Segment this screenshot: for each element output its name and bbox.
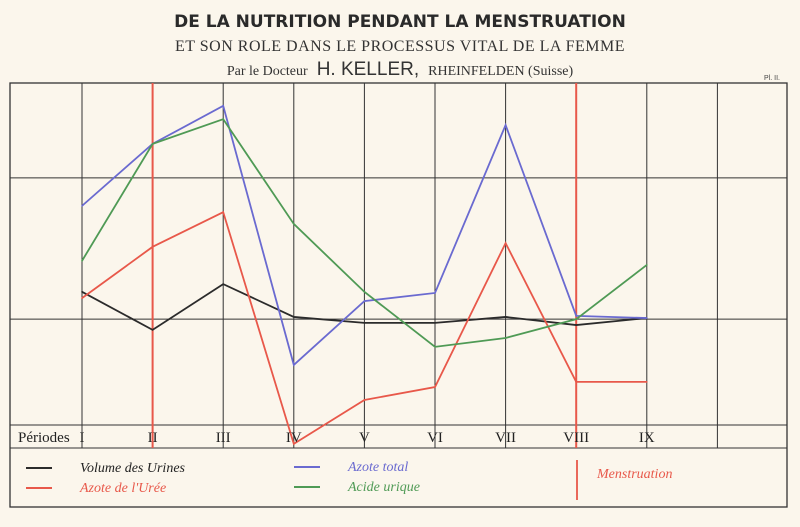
- x-tick-label: VII: [495, 430, 516, 446]
- data-point: [646, 264, 648, 266]
- x-tick-label: I: [80, 430, 85, 446]
- author-name: H. KELLER,: [317, 59, 419, 80]
- data-point: [151, 246, 154, 248]
- data-point: [363, 300, 366, 302]
- data-point: [575, 318, 577, 320]
- legend-label: Azote de l'Urée: [79, 481, 166, 496]
- plate-number: Pl. II.: [764, 75, 780, 82]
- data-point: [81, 205, 83, 207]
- data-point: [646, 317, 648, 319]
- data-point: [646, 381, 648, 383]
- data-point: [81, 260, 83, 262]
- author-suffix: RHEINFELDEN (Suisse): [428, 64, 573, 79]
- chart-title: DE LA NUTRITION PENDANT LA MENSTRUATION: [174, 12, 626, 32]
- data-point: [81, 291, 83, 293]
- data-point: [222, 105, 224, 107]
- data-point: [222, 211, 224, 213]
- x-tick-label: VI: [427, 430, 443, 446]
- data-point: [363, 322, 366, 324]
- x-tick-label: IV: [286, 430, 302, 446]
- data-point: [151, 329, 154, 331]
- x-tick-label: IX: [639, 430, 655, 446]
- legend-menstruation-label: Menstruation: [596, 467, 672, 482]
- data-point: [434, 322, 436, 324]
- data-point: [293, 364, 295, 366]
- legend-label: Volume des Urines: [80, 461, 186, 476]
- data-point: [151, 143, 154, 145]
- chart-author-line: Par le Docteur H. KELLER, RHEINFELDEN (S…: [227, 59, 574, 80]
- data-point: [363, 291, 366, 293]
- x-axis-label: Périodes: [18, 430, 70, 446]
- data-point: [363, 399, 366, 401]
- data-point: [575, 315, 577, 317]
- chart-frame: [9, 82, 788, 508]
- x-tick-label: II: [148, 430, 158, 446]
- data-point: [293, 223, 295, 225]
- data-point: [81, 297, 83, 299]
- data-point: [504, 124, 507, 126]
- data-point: [434, 386, 436, 388]
- legend-label: Acide urique: [347, 480, 420, 495]
- legend-label: Azote total: [347, 460, 408, 475]
- data-point: [504, 242, 507, 244]
- data-point: [575, 381, 577, 383]
- data-point: [293, 316, 295, 318]
- data-point: [434, 346, 436, 348]
- data-point: [575, 324, 577, 326]
- data-point: [222, 283, 224, 285]
- data-point: [222, 118, 224, 120]
- x-tick-label: V: [359, 430, 370, 446]
- data-point: [504, 316, 507, 318]
- data-point: [434, 292, 436, 294]
- x-tick-label: VIII: [563, 430, 589, 446]
- data-point: [504, 337, 507, 339]
- author-prefix: Par le Docteur: [227, 64, 308, 79]
- chart-subtitle: ET SON ROLE DANS LE PROCESSUS VITAL DE L…: [175, 38, 625, 55]
- x-tick-label: III: [216, 430, 231, 446]
- data-point: [293, 443, 295, 445]
